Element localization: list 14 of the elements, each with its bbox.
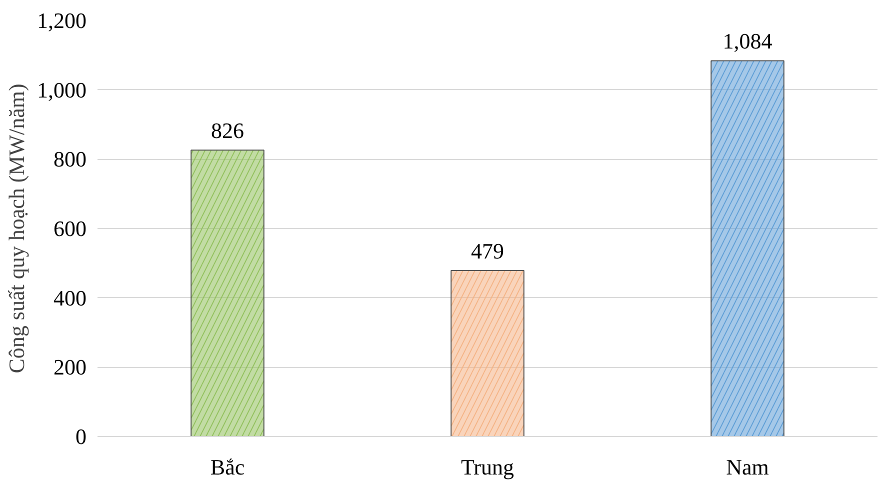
data-label: 826	[211, 118, 244, 144]
x-tick-label: Bắc	[210, 454, 245, 480]
y-tick-label: 0	[76, 424, 86, 449]
data-label: 479	[471, 238, 504, 264]
y-tick-label: 200	[54, 354, 86, 380]
y-axis-title: Công suất quy hoạch (MW/năm)	[4, 84, 29, 374]
y-tick-label: 600	[54, 216, 86, 241]
data-label: 1,084	[722, 28, 772, 54]
x-tick-label: Trung	[461, 454, 514, 480]
y-tick-label: 1,000	[37, 77, 86, 102]
x-tick-label: Nam	[726, 454, 769, 480]
y-tick-label: 1,200	[37, 8, 86, 33]
y-tick-label: 400	[54, 285, 86, 310]
y-tick-label: 800	[54, 146, 86, 172]
